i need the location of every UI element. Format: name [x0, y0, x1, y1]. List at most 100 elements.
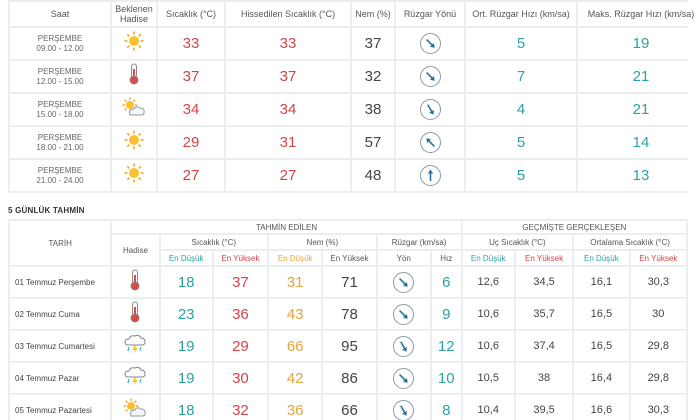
extreme-low-value: 10,6 — [462, 331, 514, 361]
avg-high-value: 30 — [630, 299, 686, 329]
header-max-wind: Maks. Rüzgar Hızı (km/sa) — [578, 2, 700, 26]
wind-direction-icon — [393, 367, 415, 389]
daily-row: 05 Temmuz Pazartesi 18 32 36 66 8 10,4 39,5 16,6… — [10, 395, 686, 420]
avg-low-value: 16,1 — [574, 267, 629, 297]
subheader-avg-high: En Yüksek — [630, 251, 686, 265]
date-cell: 05 Temmuz Pazartesi — [10, 395, 111, 420]
avg-wind-value: 7 — [466, 61, 576, 92]
temp-value: 33 — [158, 28, 224, 59]
wind-dir-cell — [396, 94, 464, 125]
wind-dir-cell — [396, 61, 464, 92]
hourly-row: PERŞEMBE 09.00 - 12.00 33 33 37 5 19 — [10, 28, 700, 59]
five-day-forecast-table: TARİH TAHMİN EDİLEN GEÇMİŞTE GERÇEKLEŞEN… — [8, 219, 688, 420]
extreme-low-value: 10,4 — [462, 395, 514, 420]
avg-high-value: 29,8 — [630, 331, 686, 361]
header-time: Saat — [10, 2, 110, 26]
wind-dir-cell — [377, 363, 430, 393]
thermometer-icon — [128, 63, 140, 90]
wind-dir-cell — [396, 127, 464, 158]
avg-low-value: 16,6 — [574, 395, 629, 420]
humidity-high-value: 66 — [323, 395, 376, 420]
header-avg-wind: Ort. Rüzgar Hızı (km/sa) — [466, 2, 576, 26]
humidity-low-value: 66 — [269, 331, 322, 361]
feels-value: 37 — [226, 61, 350, 92]
subheader-humidity-high: En Yüksek — [323, 251, 376, 265]
time-cell: PERŞEMBE 15.00 - 18.00 — [10, 94, 110, 125]
wind-direction-icon — [419, 165, 441, 186]
event-cell — [112, 127, 156, 158]
humidity-value: 32 — [352, 61, 394, 92]
wind-direction-icon — [419, 132, 441, 153]
wind-dir-cell — [396, 160, 464, 191]
daily-row: 04 Temmuz Pazar 19 30 42 86 10 10,5 38 16,4 29,8 — [10, 363, 686, 393]
avg-high-value: 30,3 — [630, 267, 686, 297]
max-wind-value: 13 — [578, 160, 700, 191]
subheader-wind-dir: Yön — [377, 251, 430, 265]
wind-speed-value: 12 — [431, 331, 461, 361]
feels-value: 34 — [226, 94, 350, 125]
partly-cloudy-icon — [121, 96, 147, 123]
avg-wind-value: 5 — [466, 127, 576, 158]
max-wind-value: 14 — [578, 127, 700, 158]
event-cell — [112, 331, 159, 361]
section-title: 5 GÜNLÜK TAHMİN — [8, 206, 85, 215]
header-wind: Rüzgar (km/sa) — [377, 235, 461, 249]
wind-direction-icon — [419, 99, 441, 120]
avg-wind-value: 4 — [466, 94, 576, 125]
wind-dir-cell — [377, 299, 430, 329]
humidity-low-value: 43 — [269, 299, 322, 329]
header-predicted: TAHMİN EDİLEN — [112, 221, 461, 233]
hourly-forecast-panel: Saat Beklenen Hadise Sıcaklık (°C) Hisse… — [8, 0, 700, 193]
hourly-row: PERŞEMBE 12.00 - 15.00 37 37 32 7 21 — [10, 61, 700, 92]
subheader-avg-low: En Düşük — [574, 251, 629, 265]
event-cell — [112, 267, 159, 297]
temp-value: 34 — [158, 94, 224, 125]
temp-low-value: 23 — [160, 299, 212, 329]
time-cell: PERŞEMBE 12.00 - 15.00 — [10, 61, 110, 92]
avg-high-value: 29,8 — [630, 363, 686, 393]
header-temp: Sıcaklık (°C) — [160, 235, 268, 249]
wind-speed-value: 6 — [431, 267, 461, 297]
extreme-low-value: 10,5 — [462, 363, 514, 393]
temp-high-value: 29 — [213, 331, 268, 361]
time-range: 18.00 - 21.00 — [36, 142, 84, 152]
wind-speed-value: 8 — [431, 395, 461, 420]
subheader-temp-low: En Düşük — [160, 251, 212, 265]
wind-direction-icon — [393, 399, 415, 420]
wind-speed-value: 9 — [431, 299, 461, 329]
header-event: Beklenen Hadise — [112, 2, 156, 26]
wind-dir-cell — [377, 395, 430, 420]
event-cell — [112, 28, 156, 59]
header-past: GEÇMİŞTE GERÇEKLEŞEN — [462, 221, 686, 233]
temp-value: 37 — [158, 61, 224, 92]
event-cell — [112, 160, 156, 191]
day-label: PERŞEMBE — [37, 165, 83, 175]
event-cell — [112, 94, 156, 125]
time-cell: PERŞEMBE 09.00 - 12.00 — [10, 28, 110, 59]
header-humidity: Nem (%) — [269, 235, 376, 249]
wind-direction-icon — [393, 271, 415, 293]
subheader-temp-high: En Yüksek — [213, 251, 268, 265]
temp-low-value: 19 — [160, 331, 212, 361]
time-range: 12.00 - 15.00 — [36, 76, 84, 86]
date-cell: 04 Temmuz Pazar — [10, 363, 111, 393]
extreme-high-value: 34,5 — [515, 267, 573, 297]
header-event: Hadise — [112, 235, 159, 265]
wind-direction-icon — [393, 335, 415, 357]
humidity-value: 48 — [352, 160, 394, 191]
temp-low-value: 18 — [160, 267, 212, 297]
event-cell — [112, 363, 159, 393]
subheader-wind-speed: Hız — [431, 251, 461, 265]
extreme-high-value: 39,5 — [515, 395, 573, 420]
day-label: PERŞEMBE — [37, 33, 83, 43]
thermometer-icon — [129, 269, 141, 296]
temp-high-value: 36 — [213, 299, 268, 329]
wind-dir-cell — [396, 28, 464, 59]
time-range: 21.00 - 24.00 — [36, 175, 84, 185]
time-cell: PERŞEMBE 21.00 - 24.00 — [10, 160, 110, 191]
day-label: PERŞEMBE — [37, 132, 83, 142]
avg-wind-value: 5 — [466, 28, 576, 59]
header-extreme-temp: Uç Sıcaklık (°C) — [462, 235, 573, 249]
humidity-value: 37 — [352, 28, 394, 59]
event-cell — [112, 61, 156, 92]
